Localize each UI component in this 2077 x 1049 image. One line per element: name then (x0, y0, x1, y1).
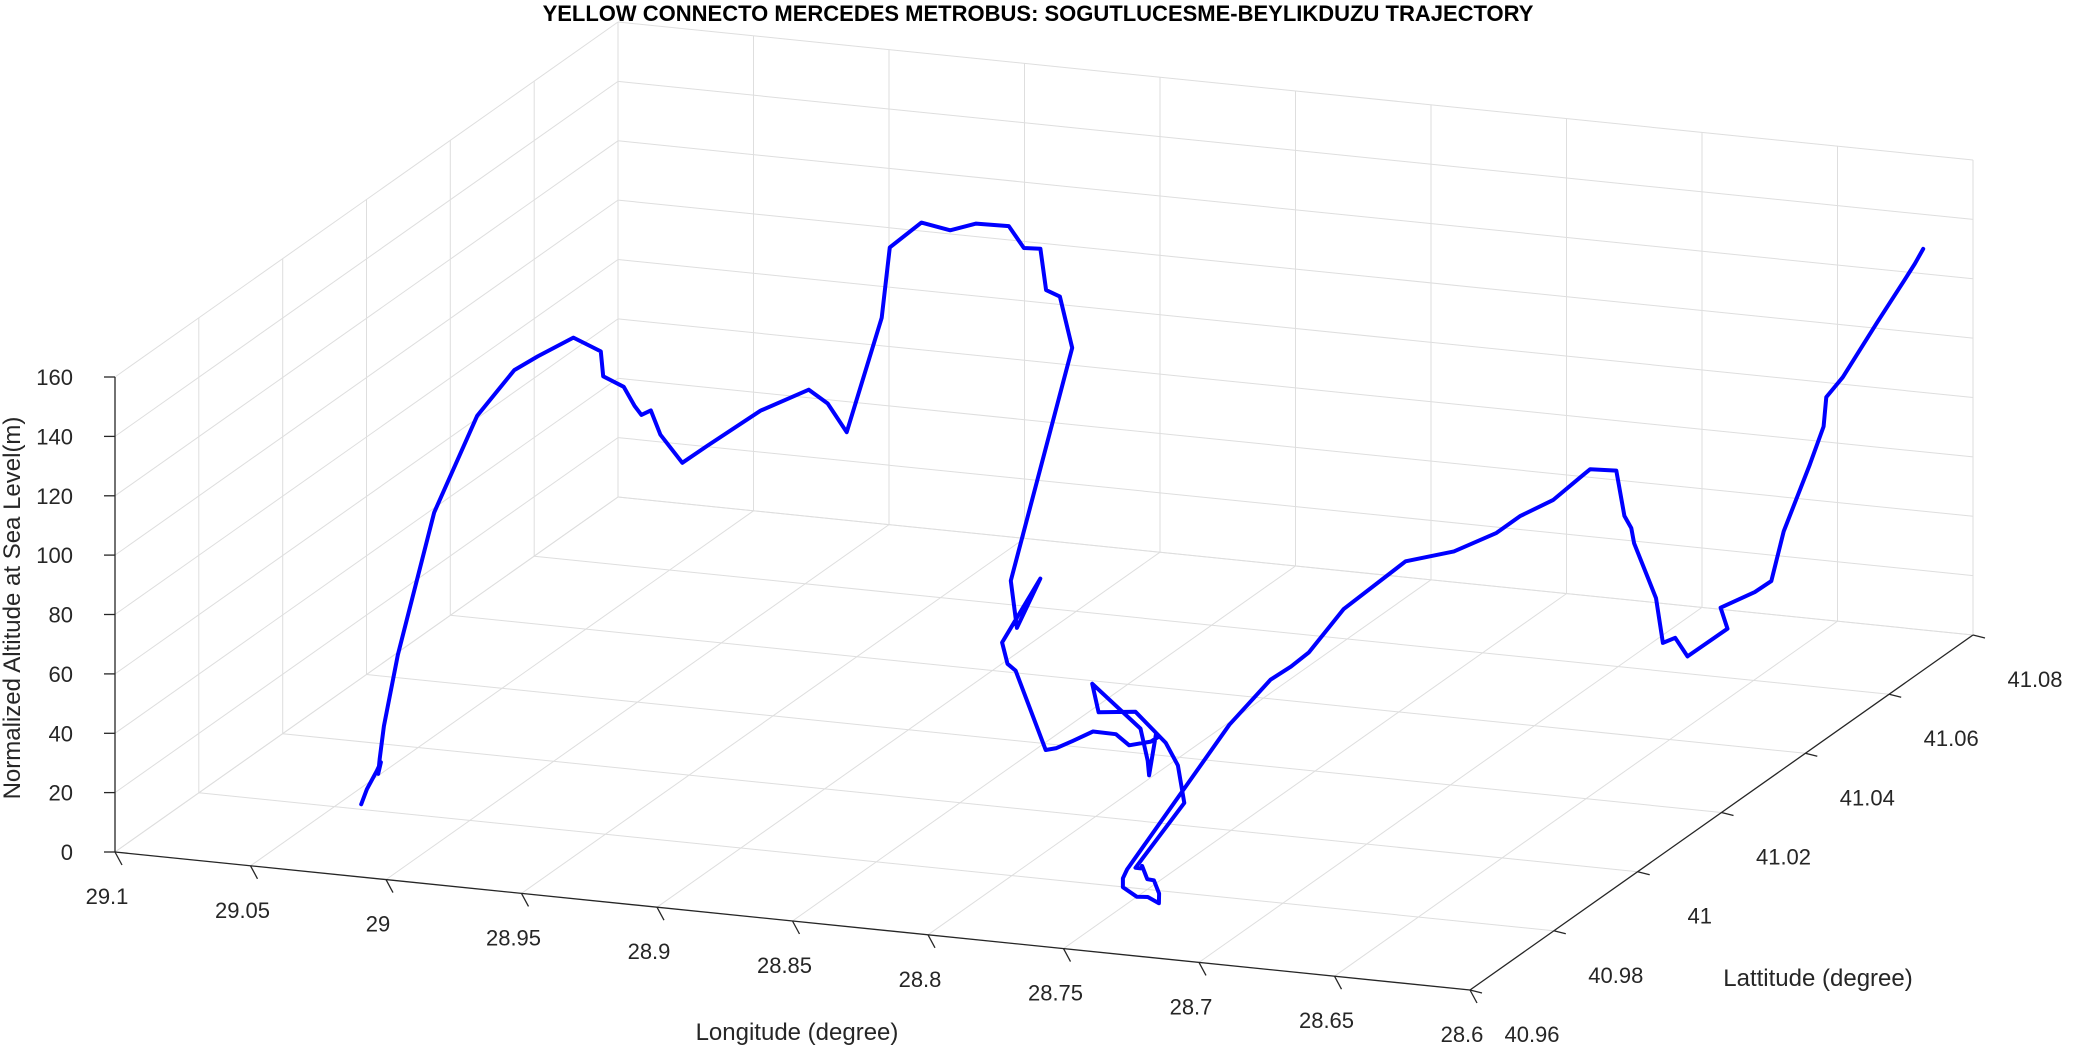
x-tick-label: 28.7 (1170, 994, 1213, 1019)
y-tick-mark (1721, 811, 1734, 817)
x-tick-label: 29 (366, 912, 390, 937)
z-tick-label: 40 (49, 721, 73, 746)
x-tick-mark (927, 934, 936, 949)
floor-grid-line (282, 733, 1638, 873)
z-tick-label: 80 (49, 603, 73, 628)
z-tick-label: 160 (36, 365, 73, 390)
side-wall-grid-line (114, 199, 619, 556)
x-tick-label: 28.85 (757, 953, 812, 978)
x-tick-label: 28.95 (486, 925, 541, 950)
z-tick-label: 100 (36, 543, 73, 568)
x-tick-mark (1198, 962, 1207, 976)
back-wall-grid-line (617, 140, 1974, 280)
y-tick-label: 41.02 (1756, 845, 1811, 870)
back-wall-grid-line (617, 318, 1974, 458)
y-tick-mark (1637, 871, 1650, 876)
y-tick-mark (1469, 989, 1483, 994)
back-wall-grid-line (617, 21, 1974, 161)
side-wall-grid-line (114, 80, 619, 437)
side-wall-grid-line (114, 318, 619, 675)
side-wall-grid-line (114, 21, 619, 378)
x-tick-label: 29.1 (86, 884, 129, 909)
x-tick-mark (1469, 989, 1478, 1004)
side-wall-grid-line (114, 496, 619, 853)
y-tick-mark (1972, 634, 1986, 639)
y-tick-label: 40.98 (1588, 963, 1643, 988)
side-wall-grid-line (114, 377, 619, 734)
x-tick-mark (656, 906, 665, 921)
chart-title: YELLOW CONNECTO MERCEDES METROBUS: SOGUT… (543, 1, 1534, 26)
x-tick-label: 28.65 (1299, 1008, 1354, 1033)
x-tick-label: 28.6 (1441, 1022, 1484, 1047)
z-tick-label: 0 (61, 840, 73, 865)
x-tick-label: 29.05 (215, 898, 270, 923)
y-tick-label: 41 (1687, 904, 1711, 929)
x-tick-mark (249, 865, 259, 880)
side-wall-grid-line (114, 140, 619, 497)
z-tick-label: 60 (49, 662, 73, 687)
x-tick-mark (791, 920, 801, 935)
x-tick-mark (114, 851, 123, 866)
trajectory-series-line (359, 220, 1926, 906)
x-tick-mark (520, 893, 530, 907)
floor-grid-line (534, 555, 1890, 695)
x-tick-label: 28.75 (1028, 981, 1083, 1006)
back-wall-grid-line (617, 199, 1974, 339)
x-tick-mark (1333, 975, 1343, 990)
series-layer (359, 220, 1926, 906)
z-tick-label: 20 (49, 781, 73, 806)
y-tick-mark (1553, 930, 1566, 935)
floor-grid-line (450, 614, 1806, 754)
axes (104, 376, 1986, 1004)
floor-grid-line (198, 792, 1554, 932)
side-wall-grid-line (114, 259, 619, 615)
z-tick-label: 140 (36, 424, 73, 449)
z-axis-label: Normalized Altitude at Sea Level(m) (0, 417, 26, 800)
x-tick-label: 28.9 (628, 939, 671, 964)
y-tick-mark (1805, 752, 1818, 757)
z-tick-label: 120 (36, 484, 73, 509)
back-wall-grid-line (617, 496, 1974, 636)
back-wall-grid-line (617, 377, 1974, 517)
y-tick-label: 41.08 (2007, 667, 2062, 692)
y-axis-label: Lattitude (degree) (1723, 965, 1912, 992)
x-tick-mark (385, 879, 394, 893)
back-wall-grid-line (617, 80, 1974, 220)
back-wall-grid-line (617, 259, 1974, 398)
x-tick-label: 28.8 (899, 967, 942, 992)
x-axis-label: Longitude (degree) (696, 1019, 899, 1046)
y-tick-label: 40.96 (1504, 1022, 1559, 1047)
back-wall-grid-line (617, 437, 1974, 577)
y-tick-mark (1889, 693, 1902, 698)
tick-labels: 28.6 28.65 28.7 28.75 28.8 28.85 28.9 28.95 29 29… (36, 365, 2062, 1047)
y-tick-label: 41.06 (1924, 726, 1979, 751)
x-tick-mark (1062, 948, 1072, 962)
side-wall-grid-line (114, 437, 619, 794)
y-tick-label: 41.04 (1840, 785, 1895, 810)
